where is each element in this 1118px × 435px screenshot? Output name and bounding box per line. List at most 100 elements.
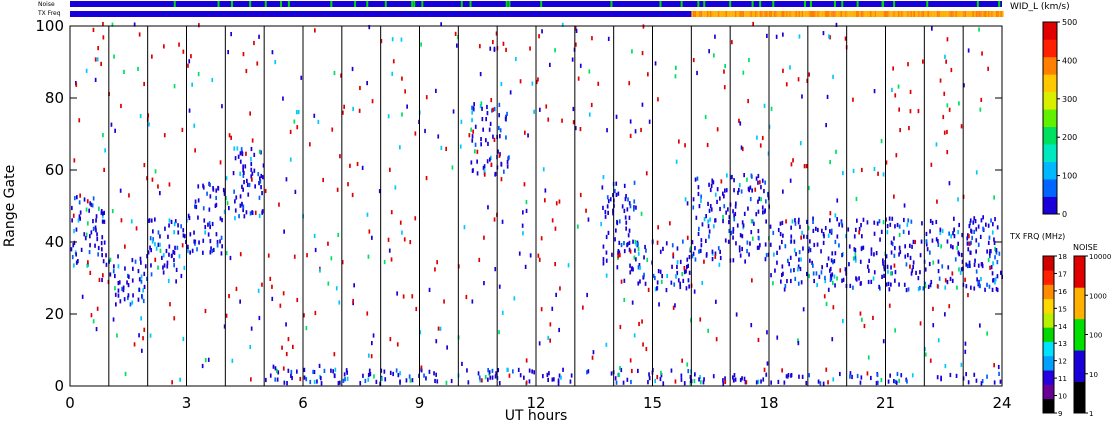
- scatter-cell: [937, 269, 940, 274]
- scatter-cell: [146, 276, 148, 281]
- scatter-cell: [870, 251, 873, 256]
- colorbar-tick-label: 10: [1058, 393, 1067, 401]
- freq-strip-cell: [700, 11, 703, 17]
- scatter-cell: [250, 157, 252, 162]
- scatter-cell: [465, 294, 468, 300]
- scatter-cell: [937, 259, 940, 264]
- scatter-cell: [622, 380, 625, 385]
- scatter-cell: [807, 185, 810, 191]
- scatter-cell: [89, 270, 92, 275]
- scatter-cell: [254, 184, 256, 189]
- scatter-cell: [234, 156, 237, 161]
- scatter-cell: [628, 247, 631, 252]
- scatter-cell: [815, 271, 818, 276]
- scatter-cell: [930, 162, 933, 167]
- scatter-cell: [931, 238, 934, 243]
- scatter-cell: [957, 230, 959, 235]
- scatter-cell: [794, 221, 797, 226]
- scatter-cell: [170, 219, 173, 224]
- scatter-cell: [832, 260, 834, 265]
- freq-strip-cell: [699, 11, 701, 17]
- scatter-cell: [123, 69, 125, 74]
- scatter-cell: [78, 214, 81, 219]
- scatter-cell: [758, 236, 760, 241]
- scatter-cell: [209, 194, 212, 199]
- freq-strip-cell: [908, 11, 911, 17]
- scatter-cell: [798, 250, 801, 255]
- scatter-cell: [194, 241, 196, 246]
- scatter-cell: [734, 204, 737, 209]
- freq-strip-cell: [939, 11, 942, 17]
- scatter-cell: [766, 330, 768, 335]
- scatter-cell: [762, 210, 764, 215]
- scatter-cell: [396, 342, 399, 347]
- scatter-cell: [539, 107, 541, 112]
- scatter-cell: [763, 367, 766, 372]
- scatter-cell: [638, 321, 640, 327]
- scatter-cell: [816, 282, 818, 288]
- scatter-cell: [829, 277, 832, 282]
- scatter-cell: [486, 159, 489, 164]
- scatter-cell: [958, 222, 960, 228]
- freq-strip-cell: [697, 11, 700, 17]
- scatter-cell: [239, 159, 242, 164]
- scatter-cell: [841, 253, 843, 258]
- scatter-cell: [289, 157, 292, 162]
- scatter-cell: [903, 282, 906, 287]
- scatter-cell: [259, 176, 261, 181]
- scatter-cell: [776, 260, 778, 265]
- scatter-cell: [858, 226, 861, 232]
- scatter-cell: [912, 264, 914, 270]
- scatter-cell: [961, 233, 963, 238]
- scatter-cell: [968, 260, 971, 265]
- scatter-cell: [327, 281, 330, 286]
- scatter-cell: [760, 379, 762, 384]
- scatter-cell: [367, 254, 370, 259]
- scatter-cell: [367, 372, 370, 378]
- scatter-cell: [841, 278, 843, 283]
- scatter-cell: [635, 242, 638, 247]
- scatter-cell: [466, 368, 468, 373]
- scatter-cell: [808, 273, 810, 279]
- scatter-cell: [678, 139, 680, 144]
- scatter-cell: [225, 196, 227, 201]
- freq-strip-cell: [1000, 11, 1003, 17]
- scatter-cell: [197, 198, 200, 203]
- scatter-cell: [264, 188, 267, 194]
- scatter-cell: [495, 31, 498, 36]
- scatter-cell: [202, 250, 204, 255]
- freq-strip-cell: [950, 11, 953, 17]
- noise-strip-mark: [508, 1, 511, 7]
- scatter-cell: [114, 286, 116, 291]
- freq-strip-cell: [725, 11, 728, 17]
- scatter-cell: [948, 107, 951, 112]
- scatter-cell: [714, 251, 717, 256]
- freq-strip-cell: [994, 11, 996, 17]
- scatter-cell: [615, 228, 617, 233]
- scatter-cell: [889, 373, 891, 378]
- scatter-cell: [895, 153, 898, 158]
- scatter-cell: [384, 377, 387, 382]
- scatter-cell: [607, 199, 610, 204]
- scatter-cell: [79, 216, 81, 221]
- scatter-cell: [783, 287, 786, 292]
- scatter-cell: [154, 169, 157, 174]
- scatter-cell: [605, 250, 608, 255]
- scatter-cell: [849, 283, 852, 288]
- scatter-cell: [723, 204, 726, 209]
- scatter-cell: [915, 270, 917, 275]
- scatter-cell: [336, 187, 339, 192]
- scatter-cell: [137, 269, 140, 274]
- scatter-cell: [973, 262, 976, 267]
- scatter-cell: [675, 159, 678, 164]
- scatter-cell: [780, 279, 782, 284]
- scatter-cell: [666, 273, 668, 279]
- freq-strip-cell: [755, 11, 757, 17]
- scatter-cell: [823, 294, 826, 299]
- scatter-cell: [921, 221, 923, 226]
- scatter-cell: [882, 339, 885, 344]
- scatter-cell: [616, 265, 619, 270]
- scatter-cell: [428, 287, 431, 292]
- scatter-cell: [173, 84, 176, 89]
- scatter-cell: [679, 284, 682, 290]
